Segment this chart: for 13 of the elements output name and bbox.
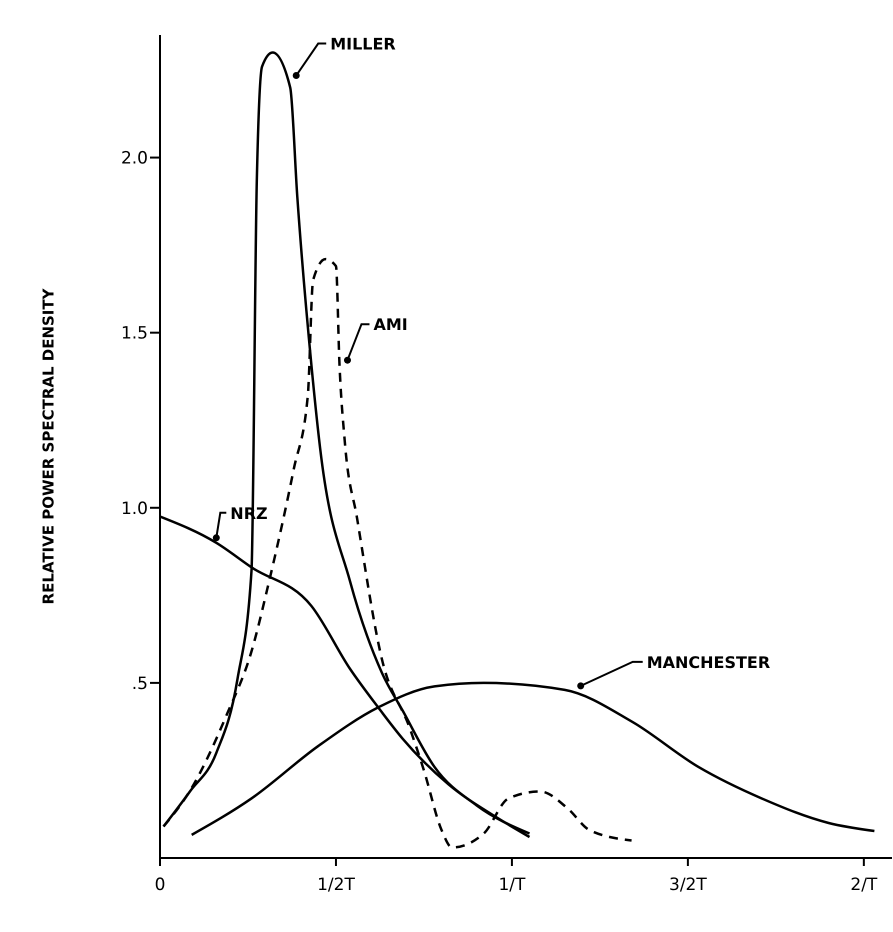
y-tick-label: 1.0 [120,498,148,519]
y-tick-label: .5 [132,674,148,694]
text: AMI [373,315,408,334]
x-tick-label: 1/T [498,875,526,895]
y-tick-label: 2.0 [120,148,148,169]
x-tick-label: 0 [154,875,166,895]
y-axis-title: RELATIVE POWER SPECTRAL DENSITY [39,287,58,604]
text: MILLER [330,34,396,54]
x-tick-label: 2/T [850,875,878,895]
x-tick-label: 3/2T [669,875,708,895]
x-tick-label: 1/2T [317,875,356,895]
text: MANCHESTER [646,652,770,672]
y-tick-label: 1.5 [120,324,148,344]
